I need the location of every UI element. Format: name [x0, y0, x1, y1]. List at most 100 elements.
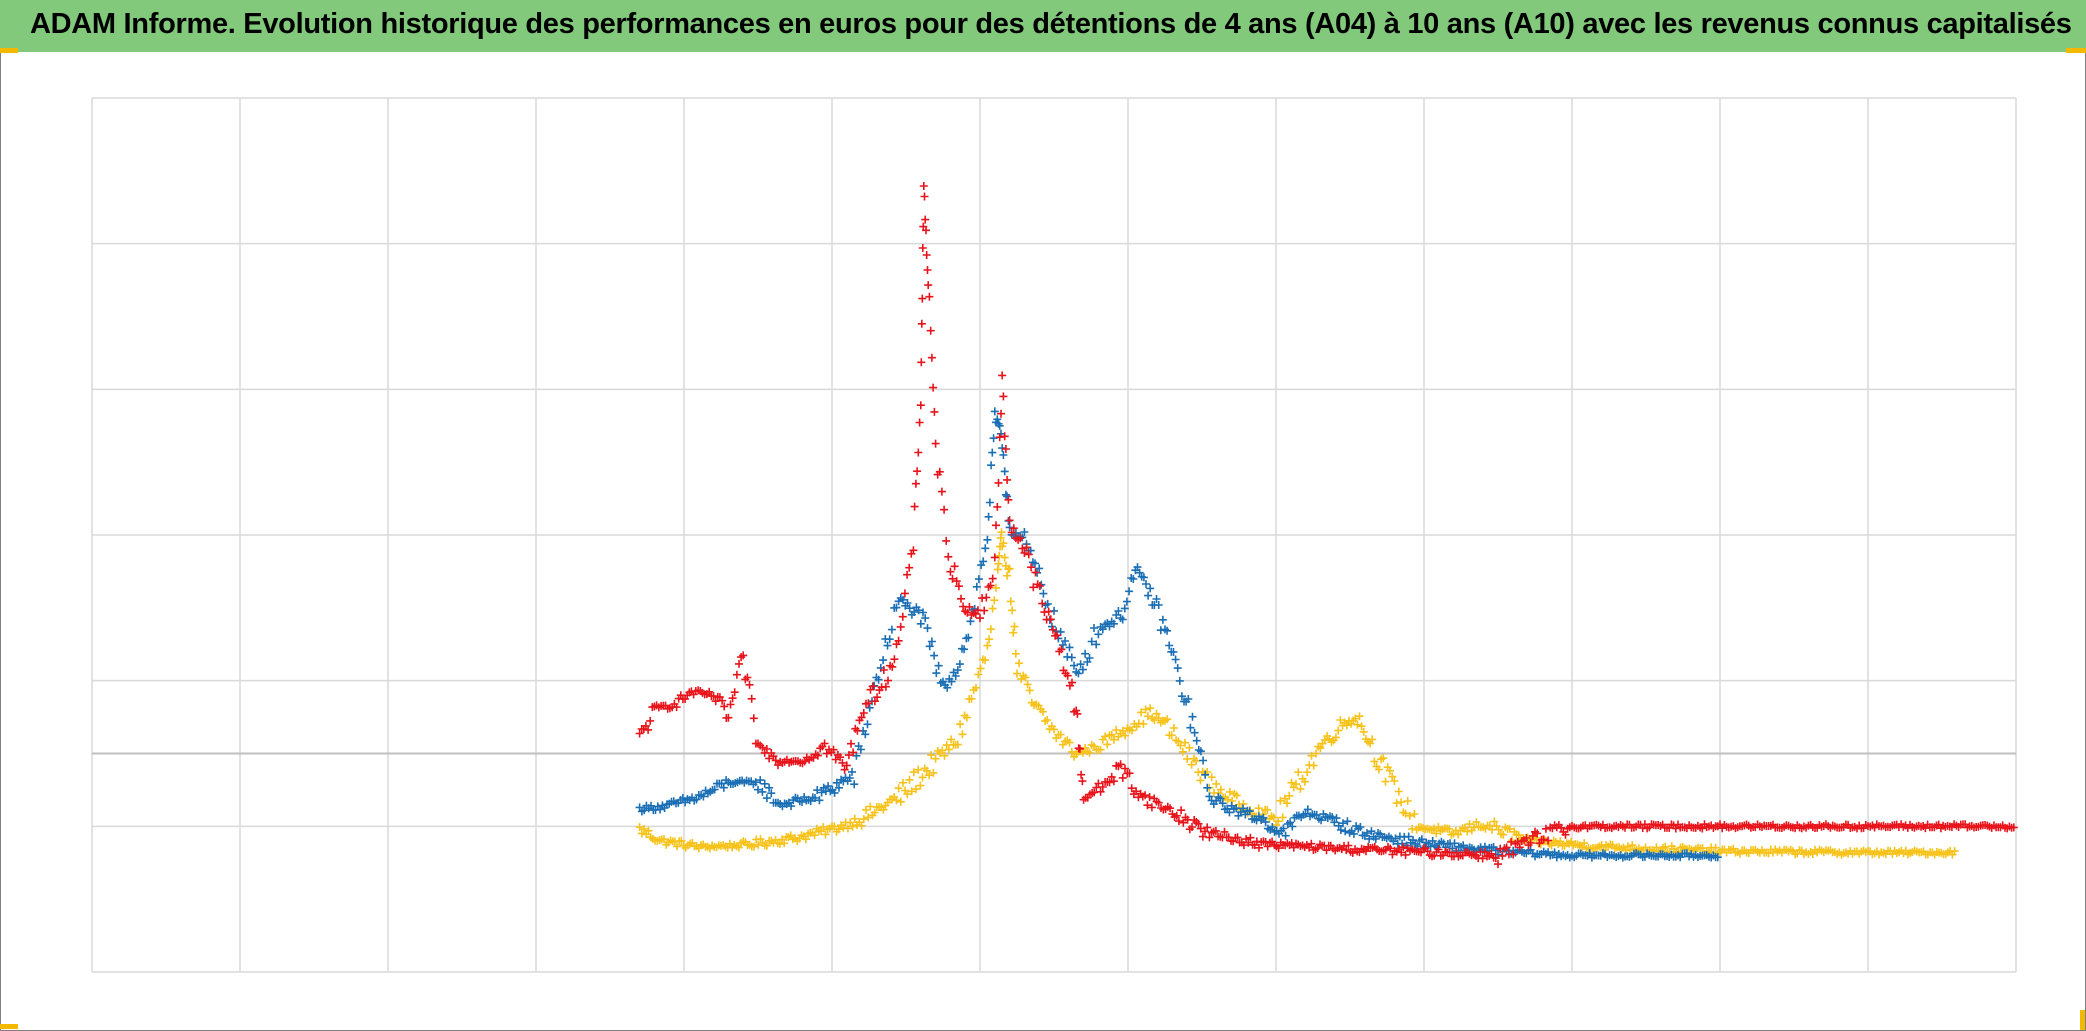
- data-point: [1143, 712, 1152, 721]
- data-point: [1175, 676, 1184, 685]
- data-point: [938, 746, 947, 755]
- data-point: [995, 421, 1004, 430]
- data-point: [1544, 836, 1553, 845]
- data-point: [1120, 604, 1129, 613]
- title-bar: ADAM Informe. Evolution historique des p…: [0, 0, 2086, 52]
- data-point: [1392, 799, 1401, 808]
- data-point: [762, 841, 771, 850]
- data-point: [1163, 715, 1172, 724]
- data-point: [1085, 748, 1094, 757]
- data-point: [1141, 705, 1150, 714]
- data-point: [1386, 766, 1394, 775]
- data-point: [819, 823, 828, 831]
- data-point: [1198, 832, 1207, 841]
- data-point: [1499, 830, 1508, 839]
- data-point: [734, 843, 743, 852]
- data-point: [947, 735, 956, 744]
- data-point: [955, 660, 964, 669]
- data-point: [1403, 797, 1412, 805]
- data-point: [981, 544, 990, 553]
- data-point: [750, 842, 758, 851]
- data-point: [1152, 709, 1161, 718]
- data-point: [892, 796, 901, 805]
- data-point: [916, 401, 925, 410]
- data-point: [957, 594, 965, 603]
- data-point: [1007, 528, 1016, 537]
- data-point: [840, 765, 849, 774]
- data-point: [982, 593, 991, 602]
- resize-handle-bottom-right[interactable]: [2080, 1010, 2085, 1030]
- data-point: [919, 182, 928, 190]
- data-point: [1280, 794, 1289, 803]
- data-point: [1039, 589, 1048, 598]
- data-point: [1296, 784, 1305, 793]
- data-point: [724, 713, 733, 722]
- data-point: [1096, 745, 1105, 754]
- data-point: [903, 790, 912, 799]
- data-point: [1143, 801, 1152, 810]
- data-point: [1316, 744, 1325, 753]
- data-point: [1547, 841, 1556, 850]
- data-point: [1287, 778, 1296, 787]
- data-point: [885, 635, 894, 644]
- data-point: [1001, 445, 1010, 453]
- data-point: [1188, 823, 1196, 831]
- data-point: [1174, 737, 1183, 746]
- data-point: [1317, 816, 1326, 825]
- data-point: [1169, 648, 1178, 656]
- data-point: [1027, 563, 1036, 572]
- data-point: [905, 775, 914, 784]
- data-point: [1183, 754, 1192, 763]
- data-point: [947, 677, 956, 686]
- data-point: [870, 808, 879, 817]
- data-point: [1004, 495, 1013, 504]
- data-point: [864, 699, 873, 708]
- data-point: [1128, 726, 1136, 735]
- data-point: [857, 821, 866, 830]
- data-point: [1494, 825, 1503, 834]
- data-point: [903, 599, 912, 607]
- data-point: [907, 787, 916, 796]
- data-point: [894, 784, 903, 793]
- data-point: [824, 782, 833, 791]
- data-point: [863, 720, 872, 729]
- resize-handle-bottom-left[interactable]: [0, 1024, 18, 1029]
- resize-handle-top-right[interactable]: [2066, 48, 2086, 53]
- data-point: [965, 602, 974, 611]
- data-point: [960, 645, 969, 654]
- data-point: [640, 825, 648, 833]
- data-point: [861, 730, 870, 739]
- data-point: [857, 713, 866, 722]
- data-point: [751, 778, 760, 787]
- data-point: [1366, 739, 1375, 748]
- data-point: [1201, 770, 1210, 779]
- data-point: [999, 539, 1008, 548]
- data-point: [762, 745, 771, 753]
- data-point: [1711, 843, 1720, 852]
- data-point: [1472, 818, 1481, 827]
- data-point: [1216, 785, 1225, 794]
- data-point: [1179, 818, 1188, 827]
- data-point: [1349, 829, 1358, 838]
- data-point: [640, 806, 649, 815]
- gridlines: [91, 97, 2017, 973]
- data-point: [1212, 779, 1221, 788]
- data-point: [832, 778, 841, 787]
- data-point: [1109, 777, 1118, 786]
- data-point: [958, 730, 967, 739]
- data-point: [1274, 844, 1283, 853]
- data-point: [994, 478, 1003, 487]
- resize-handle-top-left[interactable]: [0, 48, 18, 53]
- data-point: [705, 687, 714, 696]
- data-point: [1239, 841, 1248, 850]
- series-2: [635, 182, 2018, 869]
- data-point: [1076, 660, 1085, 669]
- data-point: [1233, 833, 1242, 842]
- data-point: [888, 662, 897, 671]
- data-point: [925, 771, 934, 780]
- data-point: [1020, 528, 1029, 536]
- data-point: [1165, 641, 1174, 650]
- data-point: [1020, 549, 1029, 557]
- data-point: [918, 294, 927, 303]
